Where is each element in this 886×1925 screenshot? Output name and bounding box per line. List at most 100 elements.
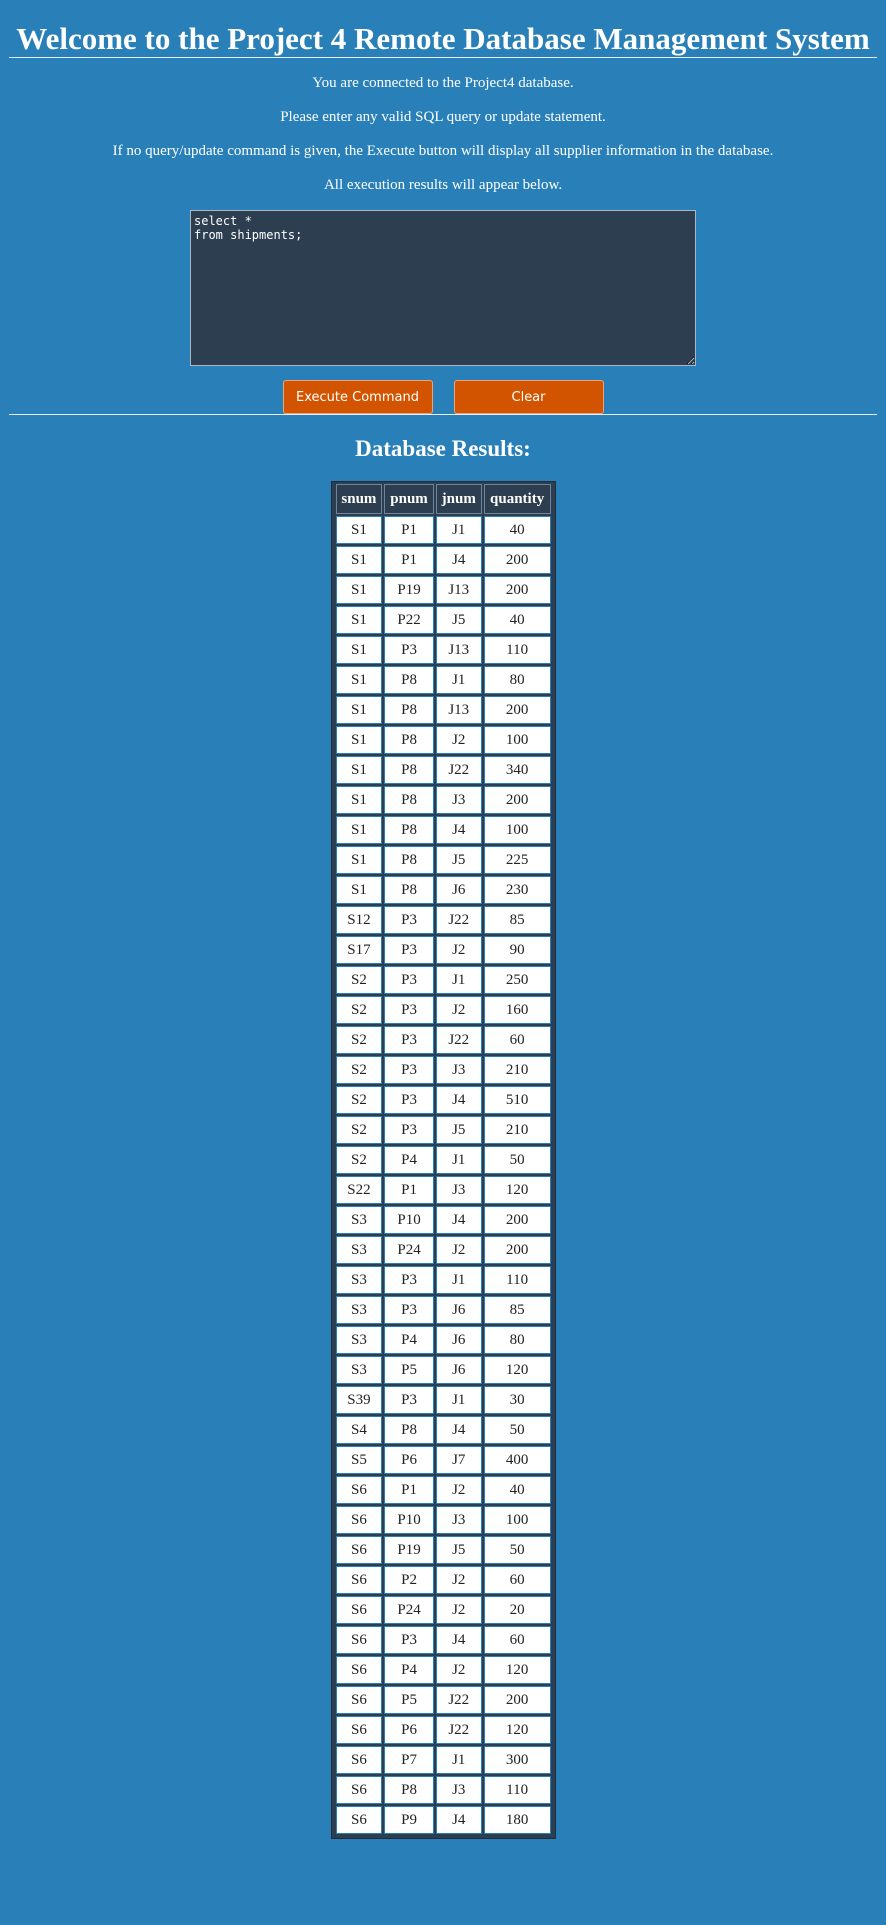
table-cell-snum: S12 — [335, 906, 383, 934]
table-cell-jnum: J1 — [435, 1266, 482, 1294]
table-row: S1 P8 J2 100 — [335, 726, 551, 754]
table-cell-snum: S1 — [335, 636, 383, 664]
table-row: S2 P4 J1 50 — [335, 1146, 551, 1174]
table-row: S6 P5 J22 200 — [335, 1686, 551, 1714]
table-cell-jnum: J3 — [435, 1506, 482, 1534]
table-cell-pnum: P6 — [384, 1716, 434, 1744]
table-cell-pnum: P8 — [384, 756, 434, 784]
table-cell-pnum: P2 — [384, 1566, 434, 1594]
table-cell-jnum: J1 — [435, 1386, 482, 1414]
table-cell-jnum: J2 — [435, 1566, 482, 1594]
table-cell-snum: S6 — [335, 1806, 383, 1834]
table-row: S4 P8 J4 50 — [335, 1416, 551, 1444]
table-row: S2 P3 J4 510 — [335, 1086, 551, 1114]
table-cell-pnum: P24 — [384, 1236, 434, 1264]
table-cell-jnum: J4 — [435, 1416, 482, 1444]
column-header-quantity: quantity — [483, 484, 551, 514]
table-cell-jnum: J22 — [435, 1686, 482, 1714]
table-cell-pnum: P5 — [384, 1356, 434, 1384]
table-cell-jnum: J22 — [435, 1026, 482, 1054]
table-cell-snum: S6 — [335, 1656, 383, 1684]
table-cell-snum: S6 — [335, 1626, 383, 1654]
table-cell-snum: S6 — [335, 1476, 383, 1504]
table-cell-quantity: 400 — [483, 1446, 551, 1474]
table-cell-quantity: 210 — [483, 1056, 551, 1084]
table-cell-pnum: P6 — [384, 1446, 434, 1474]
table-cell-snum: S6 — [335, 1536, 383, 1564]
table-cell-quantity: 120 — [483, 1356, 551, 1384]
table-cell-jnum: J6 — [435, 1296, 482, 1324]
table-cell-pnum: P8 — [384, 786, 434, 814]
table-cell-jnum: J3 — [435, 1176, 482, 1204]
table-cell-snum: S1 — [335, 876, 383, 904]
table-cell-snum: S2 — [335, 1056, 383, 1084]
table-cell-pnum: P5 — [384, 1686, 434, 1714]
table-cell-pnum: P3 — [384, 1296, 434, 1324]
table-cell-snum: S6 — [335, 1776, 383, 1804]
table-cell-pnum: P4 — [384, 1656, 434, 1684]
table-cell-pnum: P3 — [384, 1086, 434, 1114]
table-cell-jnum: J2 — [435, 1656, 482, 1684]
instruction-text: Please enter any valid SQL query or upda… — [280, 109, 606, 125]
table-row: S12 P3 J22 85 — [335, 906, 551, 934]
table-row: S1 P1 J1 40 — [335, 516, 551, 544]
table-cell-jnum: J2 — [435, 1236, 482, 1264]
table-cell-jnum: J5 — [435, 1116, 482, 1144]
table-cell-quantity: 210 — [483, 1116, 551, 1144]
table-cell-quantity: 50 — [483, 1416, 551, 1444]
table-cell-quantity: 110 — [483, 1776, 551, 1804]
table-cell-pnum: P3 — [384, 636, 434, 664]
table-cell-jnum: J13 — [435, 696, 482, 724]
table-cell-quantity: 100 — [483, 1506, 551, 1534]
table-cell-quantity: 100 — [483, 726, 551, 754]
table-row: S6 P10 J3 100 — [335, 1506, 551, 1534]
table-cell-snum: S6 — [335, 1716, 383, 1744]
table-cell-quantity: 120 — [483, 1656, 551, 1684]
table-cell-quantity: 510 — [483, 1086, 551, 1114]
results-note-text: All execution results will appear below. — [323, 177, 563, 193]
table-row: S6 P2 J2 60 — [335, 1566, 551, 1594]
table-cell-pnum: P8 — [384, 696, 434, 724]
table-cell-quantity: 340 — [483, 756, 551, 784]
table-cell-snum: S1 — [335, 756, 383, 784]
table-row: S2 P3 J3 210 — [335, 1056, 551, 1084]
execute-command-button[interactable]: Execute Command — [282, 380, 433, 414]
table-cell-pnum: P3 — [384, 906, 434, 934]
table-row: S1 P19 J13 200 — [335, 576, 551, 604]
table-cell-snum: S3 — [335, 1296, 383, 1324]
table-cell-pnum: P8 — [384, 816, 434, 844]
table-cell-quantity: 225 — [483, 846, 551, 874]
results-table: snum pnum jnum quantity S1 P1 J1 40 S1 P1 J4 200 S1… — [334, 482, 553, 1836]
connection-info: You are connected to the Project4 databa… — [0, 74, 886, 194]
table-cell-quantity: 60 — [483, 1026, 551, 1054]
table-cell-quantity: 85 — [483, 906, 551, 934]
table-cell-pnum: P4 — [384, 1326, 434, 1354]
table-row: S3 P3 J6 85 — [335, 1296, 551, 1324]
table-cell-quantity: 200 — [483, 1686, 551, 1714]
clear-button[interactable]: Clear — [453, 380, 604, 414]
table-cell-quantity: 160 — [483, 996, 551, 1024]
table-cell-quantity: 200 — [483, 1236, 551, 1264]
table-cell-jnum: J6 — [435, 1356, 482, 1384]
table-cell-snum: S2 — [335, 1146, 383, 1174]
table-cell-pnum: P8 — [384, 1416, 434, 1444]
table-cell-quantity: 120 — [483, 1716, 551, 1744]
sql-query-input[interactable] — [190, 210, 696, 366]
table-cell-jnum: J5 — [435, 1536, 482, 1564]
table-cell-quantity: 40 — [483, 606, 551, 634]
results-title: Database Results: — [355, 436, 531, 461]
column-header-snum: snum — [335, 484, 383, 514]
table-cell-pnum: P22 — [384, 606, 434, 634]
table-cell-jnum: J2 — [435, 936, 482, 964]
table-cell-jnum: J5 — [435, 606, 482, 634]
results-divider — [9, 414, 877, 415]
table-row: S2 P3 J2 160 — [335, 996, 551, 1024]
table-row: S6 P4 J2 120 — [335, 1656, 551, 1684]
table-row: S1 P8 J4 100 — [335, 816, 551, 844]
table-cell-snum: S3 — [335, 1356, 383, 1384]
table-cell-snum: S3 — [335, 1326, 383, 1354]
table-cell-jnum: J2 — [435, 1596, 482, 1624]
table-cell-jnum: J13 — [435, 636, 482, 664]
table-cell-quantity: 200 — [483, 786, 551, 814]
table-cell-quantity: 20 — [483, 1596, 551, 1624]
